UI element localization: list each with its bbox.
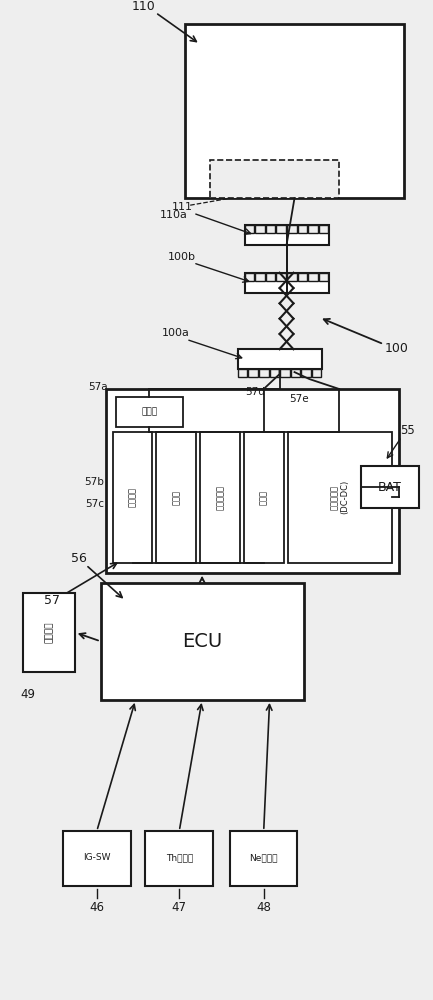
Bar <box>245 273 254 281</box>
Bar <box>106 389 399 573</box>
Bar <box>297 225 307 233</box>
Bar <box>238 349 322 369</box>
Bar <box>297 273 307 281</box>
Bar <box>238 369 247 377</box>
Bar <box>255 273 265 281</box>
Bar <box>287 273 297 281</box>
Bar <box>249 369 258 377</box>
Bar <box>101 583 304 700</box>
Bar <box>319 225 328 233</box>
Text: IG-SW: IG-SW <box>83 853 110 862</box>
Text: Ne传感器: Ne传感器 <box>249 853 278 862</box>
Bar <box>288 432 392 563</box>
Bar <box>277 225 286 233</box>
Bar <box>156 432 196 563</box>
Text: 48: 48 <box>256 901 271 914</box>
Text: Th传感器: Th传感器 <box>165 853 193 862</box>
Text: 47: 47 <box>172 901 187 914</box>
Bar <box>230 831 297 886</box>
Text: 通信部: 通信部 <box>172 490 181 505</box>
Text: 46: 46 <box>89 901 104 914</box>
Text: 57a: 57a <box>88 382 108 392</box>
Text: 56: 56 <box>71 552 87 565</box>
Text: 57: 57 <box>44 594 60 607</box>
Bar <box>312 369 321 377</box>
Bar <box>23 593 75 672</box>
Bar <box>113 432 152 563</box>
Text: 滤波器: 滤波器 <box>142 407 158 416</box>
Bar <box>200 432 240 563</box>
Bar <box>245 225 329 245</box>
Bar <box>308 225 318 233</box>
Bar <box>244 432 284 563</box>
Text: 57b: 57b <box>84 477 104 487</box>
Text: 供电部: 供电部 <box>259 490 268 505</box>
Bar <box>185 24 404 198</box>
Text: 57c: 57c <box>85 499 104 509</box>
Bar <box>308 273 318 281</box>
Bar <box>266 225 275 233</box>
Bar <box>291 369 300 377</box>
Text: 57d: 57d <box>245 387 265 397</box>
Bar <box>116 397 183 427</box>
Bar <box>63 831 131 886</box>
Text: BAT: BAT <box>378 481 402 494</box>
Text: 110: 110 <box>132 0 155 13</box>
Text: 充电单元: 充电单元 <box>128 487 137 507</box>
Text: 57e: 57e <box>290 394 309 404</box>
Bar <box>280 369 290 377</box>
Text: 充电控制部: 充电控制部 <box>216 485 224 510</box>
Bar <box>301 369 311 377</box>
Text: 点火装置: 点火装置 <box>45 622 54 643</box>
Text: 110a: 110a <box>159 210 187 220</box>
Bar <box>269 369 279 377</box>
Bar <box>319 273 328 281</box>
Text: 电源变换部
(DC-DC): 电源变换部 (DC-DC) <box>330 480 349 514</box>
Bar <box>259 369 268 377</box>
Bar <box>277 273 286 281</box>
Bar <box>210 160 339 198</box>
Text: 111: 111 <box>172 202 193 212</box>
Bar <box>255 225 265 233</box>
Bar <box>245 225 254 233</box>
Bar <box>145 831 213 886</box>
Text: 100b: 100b <box>168 252 196 262</box>
Bar <box>245 273 329 293</box>
Text: 49: 49 <box>21 688 36 701</box>
Text: 100: 100 <box>385 342 409 355</box>
Bar <box>266 273 275 281</box>
Bar <box>361 466 419 508</box>
Bar <box>287 225 297 233</box>
Text: ECU: ECU <box>182 632 222 651</box>
Text: 55: 55 <box>401 424 415 437</box>
Text: 100a: 100a <box>162 328 189 338</box>
